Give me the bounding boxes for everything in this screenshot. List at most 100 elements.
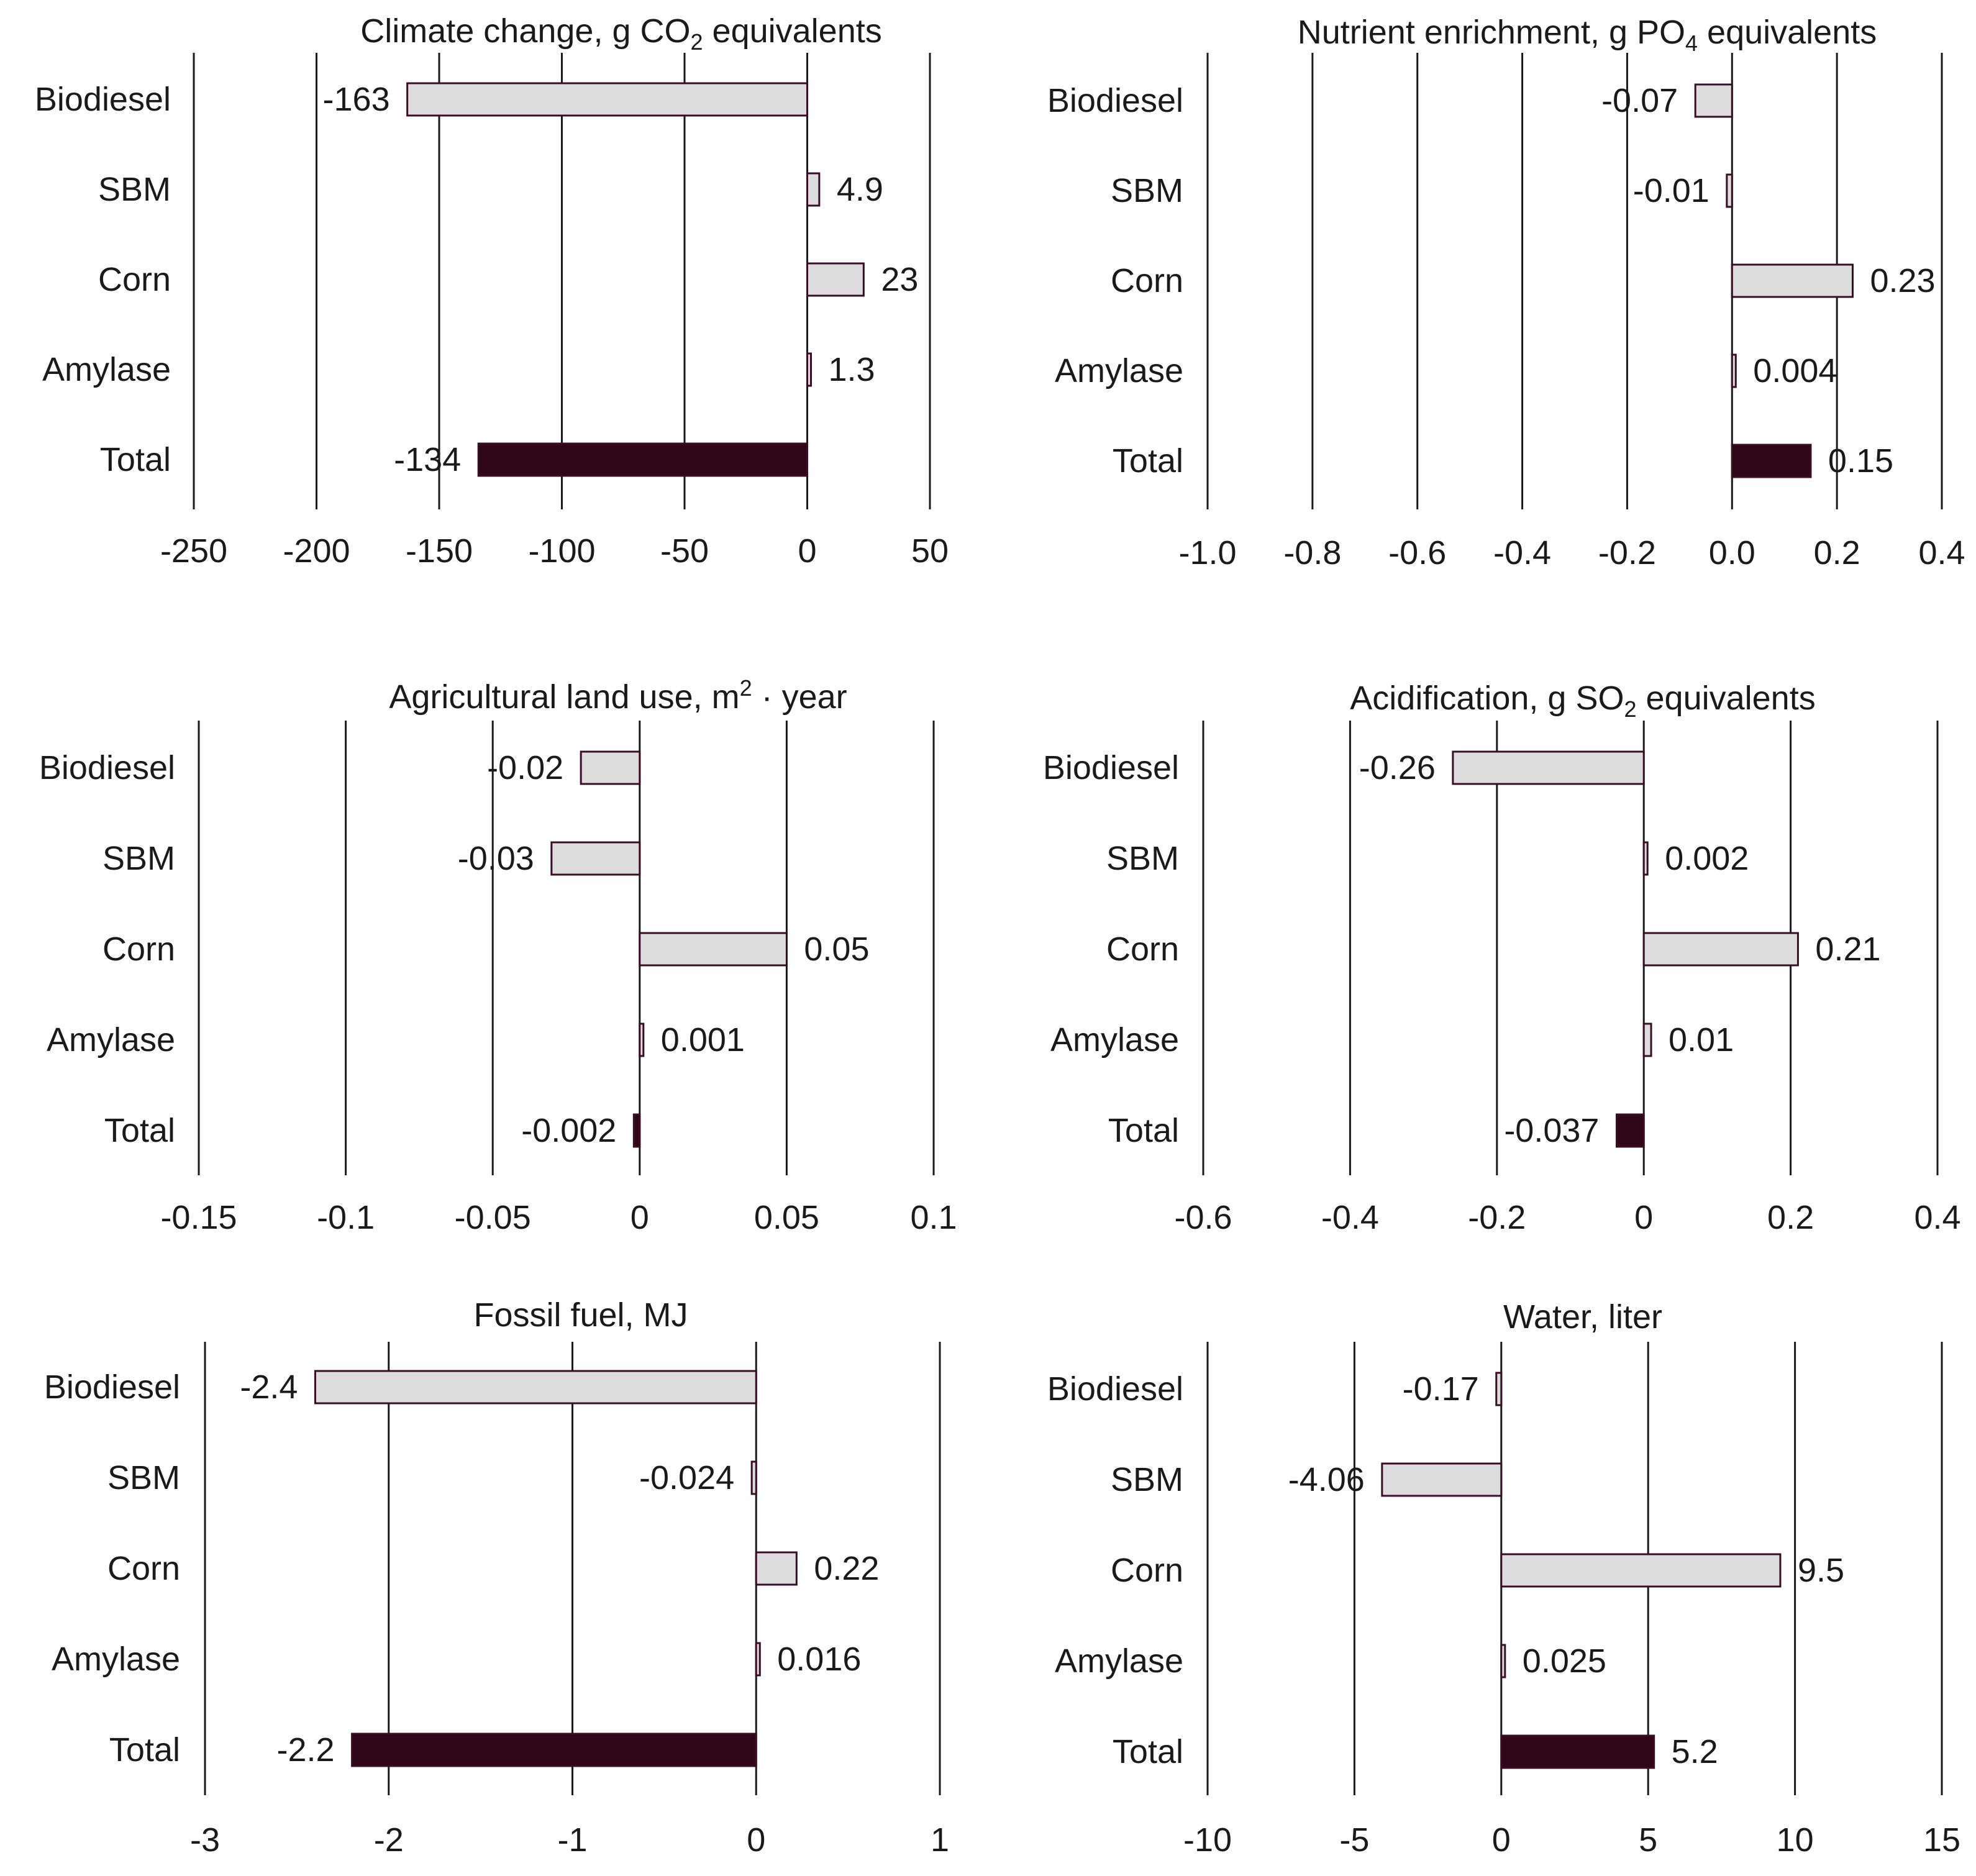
data-label: -0.01 xyxy=(1633,172,1710,209)
x-tick-label: -0.4 xyxy=(1493,534,1551,571)
data-label: -0.03 xyxy=(458,840,534,877)
bar xyxy=(1642,932,1799,967)
data-label: 23 xyxy=(881,261,918,298)
chart-panel-2: Nutrient enrichment, g PO4 equivalents -1… xyxy=(1047,14,1965,571)
category-label: Amylase xyxy=(1055,1642,1183,1680)
category-label: Total xyxy=(104,1112,175,1149)
x-tick-label: -0.15 xyxy=(160,1199,237,1236)
bar xyxy=(1500,1644,1506,1678)
data-label: -2.2 xyxy=(277,1731,335,1769)
x-tick-label: -0.8 xyxy=(1283,534,1341,571)
x-tick-label: -150 xyxy=(406,532,473,570)
x-tick-label: 0.4 xyxy=(1918,534,1965,571)
x-tick-label: 0.05 xyxy=(754,1199,819,1236)
x-tick-label: -250 xyxy=(160,532,227,570)
bar xyxy=(755,1642,761,1677)
category-label: Corn xyxy=(1111,262,1183,299)
data-label: 0.22 xyxy=(814,1550,879,1587)
data-label: 0.002 xyxy=(1665,840,1749,877)
x-tick-label: -5 xyxy=(1339,1821,1369,1859)
bar xyxy=(1731,353,1737,388)
data-label: -0.037 xyxy=(1504,1112,1599,1149)
data-label: 0.01 xyxy=(1669,1021,1734,1059)
category-label: Corn xyxy=(1111,1552,1183,1589)
category-label: Total xyxy=(1108,1112,1179,1149)
data-label: 0.15 xyxy=(1828,442,1893,480)
x-tick-label: 0.0 xyxy=(1709,534,1755,571)
bar xyxy=(806,352,812,387)
data-label: -163 xyxy=(323,81,390,118)
bar xyxy=(1500,1553,1782,1588)
bar xyxy=(806,262,865,297)
x-tick-label: 0 xyxy=(631,1199,649,1236)
bar xyxy=(314,1370,757,1405)
category-label: SBM xyxy=(98,171,171,208)
data-label: 1.3 xyxy=(829,351,875,388)
category-label: Biodiesel xyxy=(35,81,171,118)
data-label: 4.9 xyxy=(837,171,883,208)
x-tick-label: -100 xyxy=(528,532,595,570)
category-label: Amylase xyxy=(1055,352,1183,389)
x-tick-label: -0.2 xyxy=(1468,1199,1526,1236)
category-label: SBM xyxy=(102,840,175,877)
category-label: Total xyxy=(109,1731,180,1769)
category-label: SBM xyxy=(1111,172,1183,209)
x-tick-label: 50 xyxy=(911,532,949,570)
category-label: SBM xyxy=(1106,840,1179,877)
x-tick-label: 0 xyxy=(1634,1199,1653,1236)
data-label: 0.05 xyxy=(804,931,869,968)
x-tick-label: -10 xyxy=(1183,1821,1232,1859)
x-tick-label: 5 xyxy=(1639,1821,1657,1859)
bar-total xyxy=(1731,444,1812,478)
x-tick-label: 0.4 xyxy=(1914,1199,1960,1236)
x-tick-label: -0.2 xyxy=(1598,534,1656,571)
bar xyxy=(750,1460,757,1495)
data-label: -0.02 xyxy=(487,749,563,786)
bar xyxy=(550,841,641,876)
chart-title: Fossil fuel, MJ xyxy=(473,1296,688,1334)
x-tick-label: 0 xyxy=(747,1821,765,1859)
bar-total xyxy=(1615,1113,1645,1148)
bar xyxy=(755,1551,798,1586)
data-label: 0.21 xyxy=(1815,931,1880,968)
category-label: Total xyxy=(1113,1733,1183,1770)
x-tick-label: -3 xyxy=(190,1821,220,1859)
x-tick-label: 0.2 xyxy=(1767,1199,1814,1236)
bar xyxy=(1642,841,1649,876)
data-label: -0.024 xyxy=(639,1459,734,1496)
category-label: SBM xyxy=(107,1459,180,1496)
x-tick-label: 0.2 xyxy=(1814,534,1860,571)
chart-panel-5: Fossil fuel, MJ -3 -2 -1 0 1 Biodiesel -2.4 SBM -… xyxy=(44,1296,949,1859)
chart-panel-6: Water, liter -10 -5 0 5 10 15 Biodiesel -0.17 SBM… xyxy=(1047,1298,1960,1859)
data-label: -0.17 xyxy=(1403,1370,1479,1408)
category-label: Biodiesel xyxy=(1043,749,1179,786)
chart-title: Nutrient enrichment, g PO4 equivalents xyxy=(1298,14,1877,56)
bar xyxy=(806,172,821,207)
bar xyxy=(1694,83,1733,118)
category-label: Corn xyxy=(102,931,175,968)
category-label: SBM xyxy=(1111,1461,1183,1498)
bar xyxy=(406,82,808,117)
category-label: Corn xyxy=(107,1550,180,1587)
category-label: Corn xyxy=(1106,931,1179,968)
category-label: Total xyxy=(1113,442,1183,480)
category-label: Amylase xyxy=(1050,1021,1179,1059)
x-tick-label: -2 xyxy=(374,1821,404,1859)
x-tick-label: -1 xyxy=(557,1821,587,1859)
x-tick-label: -0.6 xyxy=(1174,1199,1232,1236)
chart-title: Acidification, g SO2 equivalents xyxy=(1350,680,1815,722)
bar xyxy=(1731,263,1854,298)
category-label: Corn xyxy=(98,261,171,298)
bar-total xyxy=(477,442,808,477)
chart-title: Climate change, g CO2 equivalents xyxy=(360,12,881,55)
chart-panel-3: Agricultural land use, m2 · year -0.15 -0.… xyxy=(39,675,957,1236)
data-label: 5.2 xyxy=(1672,1733,1718,1770)
x-tick-label: -0.4 xyxy=(1321,1199,1379,1236)
category-label: Biodiesel xyxy=(39,749,175,786)
data-label: -0.002 xyxy=(521,1112,616,1149)
x-tick-label: -50 xyxy=(660,532,709,570)
category-label: Biodiesel xyxy=(44,1368,180,1406)
x-tick-label: -0.6 xyxy=(1388,534,1446,571)
category-label: Amylase xyxy=(42,351,171,388)
